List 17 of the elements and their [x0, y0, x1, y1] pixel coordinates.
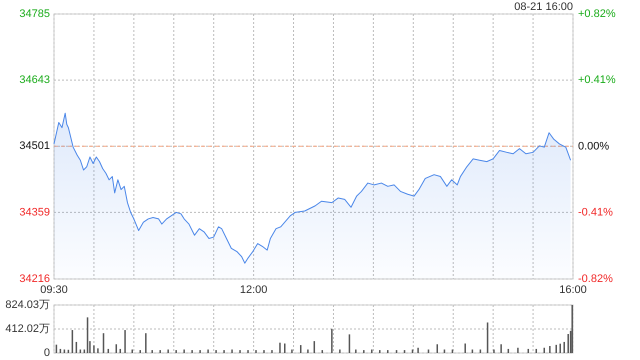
- y2-tick-label: +0.41%: [578, 74, 616, 86]
- x-tick-label: 09:30: [40, 284, 68, 296]
- y2-tick-label: -0.41%: [578, 206, 614, 219]
- y-tick-label: 824.03万: [5, 298, 50, 311]
- y-tick-label: 412.02万: [5, 322, 50, 335]
- y-tick-label: 34216: [19, 272, 50, 285]
- x-tick-label: 16:00: [559, 284, 587, 296]
- text: 08-21 16:00: [514, 1, 573, 13]
- y2-tick-label: -0.82%: [578, 272, 614, 285]
- x-tick-label: 12:00: [240, 284, 268, 296]
- y-tick-label: 0: [44, 346, 50, 359]
- y2-tick-label: +0.82%: [578, 8, 616, 20]
- y2-tick-label: 0.00%: [578, 140, 610, 152]
- y-tick-label: 34643: [19, 74, 50, 86]
- y-tick-label: 34359: [19, 206, 50, 218]
- y-tick-label: 34501: [19, 140, 50, 152]
- y-tick-label: 34785: [19, 8, 50, 20]
